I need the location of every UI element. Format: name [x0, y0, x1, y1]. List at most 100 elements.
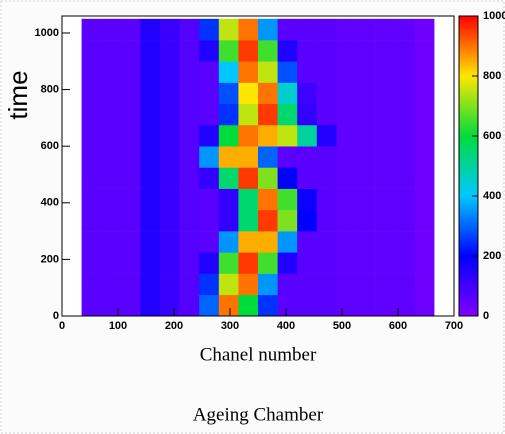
heatmap-cell — [258, 124, 278, 147]
heatmap-cell — [62, 209, 82, 232]
heatmap-cell — [140, 18, 161, 41]
heatmap-cell — [258, 167, 278, 189]
heatmap-cell — [101, 146, 122, 168]
heatmap-cell — [395, 61, 416, 83]
heatmap-cell — [140, 82, 161, 105]
heatmap-cell — [258, 294, 278, 317]
heatmap-cell — [356, 231, 376, 253]
heatmap-cell — [414, 82, 435, 105]
heatmap-cell — [179, 167, 200, 189]
heatmap-cell — [316, 103, 337, 126]
heatmap-cell — [81, 103, 102, 126]
heatmap-cell — [277, 18, 298, 41]
heatmap-cell — [238, 188, 259, 211]
heatmap-cell — [179, 103, 200, 126]
heatmap-cell — [160, 273, 180, 296]
heatmap-cell — [316, 188, 337, 211]
heatmap-cell — [160, 188, 180, 211]
heatmap-cell — [277, 82, 298, 105]
heatmap-cell — [414, 188, 435, 211]
heatmap-cell — [81, 146, 102, 168]
heatmap-cell — [258, 188, 278, 211]
heatmap-cell — [375, 188, 396, 211]
heatmap-cell — [414, 252, 435, 274]
heatmap-cell — [375, 82, 396, 105]
heatmap-cell — [199, 103, 220, 126]
heatmap-cell — [336, 167, 357, 189]
heatmap-cell — [101, 124, 122, 147]
heatmap-cell — [395, 209, 416, 232]
heatmap-cell — [140, 40, 161, 62]
heatmap-cell — [62, 167, 82, 189]
heatmap-cell — [356, 209, 376, 232]
colorbar — [458, 15, 479, 317]
heatmap-cell — [179, 124, 200, 147]
heatmap-cell — [336, 273, 357, 296]
heatmap-cell — [160, 209, 180, 232]
heatmap-cell — [81, 61, 102, 83]
heatmap-cell — [199, 294, 220, 317]
heatmap-cell — [218, 273, 239, 296]
heatmap-cell — [297, 188, 318, 211]
heatmap-cell — [238, 252, 259, 274]
heatmap-cell — [434, 18, 455, 41]
y-tick-label: 0 — [53, 310, 59, 322]
heatmap-cell — [81, 18, 102, 41]
heatmap-cell — [336, 82, 357, 105]
heatmap-cell — [218, 146, 239, 168]
heatmap-cell — [81, 188, 102, 211]
x-tick-label: 600 — [389, 320, 407, 332]
heatmap-cell — [218, 188, 239, 211]
heatmap-cell — [297, 61, 318, 83]
heatmap-cell — [140, 103, 161, 126]
heatmap-cell — [297, 82, 318, 105]
y-tick-label: 800 — [41, 83, 59, 95]
heatmap-cell — [375, 231, 396, 253]
heatmap-cell — [434, 231, 455, 253]
heatmap-cell — [395, 231, 416, 253]
heatmap-cell — [277, 209, 298, 232]
heatmap-cell — [199, 82, 220, 105]
heatmap-cell — [297, 146, 318, 168]
heatmap-cell — [414, 209, 435, 232]
heatmap-cell — [297, 18, 318, 41]
heatmap-cell — [179, 209, 200, 232]
heatmap-cell — [218, 252, 239, 274]
heatmap-cell — [199, 209, 220, 232]
heatmap-cell — [434, 209, 455, 232]
heatmap-cell — [297, 103, 318, 126]
heatmap-cell — [395, 18, 416, 41]
heatmap-cell — [356, 294, 376, 317]
heatmap-cell — [434, 103, 455, 126]
heatmap-cell — [120, 18, 141, 41]
heatmap-cell — [395, 294, 416, 317]
heatmap-cell — [62, 294, 82, 317]
heatmap-cell — [179, 294, 200, 317]
heatmap-cell — [199, 18, 220, 41]
y-tick-label: 200 — [41, 253, 59, 265]
colorbar-tick-label: 1000 — [483, 10, 505, 22]
chart-title: Ageing Chamber — [193, 404, 324, 425]
heatmap-cell — [277, 252, 298, 274]
heatmap-cell — [336, 231, 357, 253]
colorbar-tick-label: 400 — [483, 190, 501, 202]
heatmap-cell — [336, 124, 357, 147]
x-tick-label: 200 — [165, 320, 183, 332]
heatmap-cell — [199, 252, 220, 274]
heatmap-cell — [101, 103, 122, 126]
heatmap-cell — [218, 61, 239, 83]
x-tick-label: 300 — [221, 320, 239, 332]
heatmap-cell — [62, 124, 82, 147]
heatmap-cell — [434, 252, 455, 274]
heatmap-cell — [160, 146, 180, 168]
heatmap-cell — [434, 40, 455, 62]
heatmap-cell — [316, 40, 337, 62]
heatmap-cell — [218, 209, 239, 232]
heatmap-cell — [101, 273, 122, 296]
heatmap-cell — [356, 40, 376, 62]
heatmap-cell — [81, 231, 102, 253]
x-tick-label: 0 — [59, 320, 65, 332]
colorbar-tick-label: 800 — [483, 70, 501, 82]
heatmap-cell — [140, 146, 161, 168]
heatmap-cell — [160, 167, 180, 189]
